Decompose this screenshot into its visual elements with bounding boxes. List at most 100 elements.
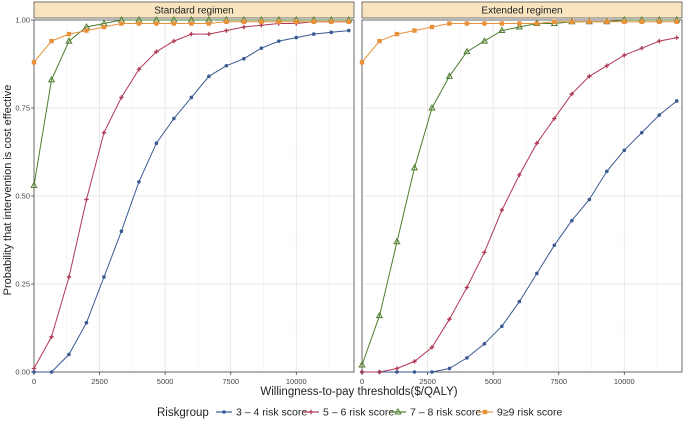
panel-title: Standard regimen xyxy=(154,6,234,17)
data-point xyxy=(241,24,247,30)
data-point xyxy=(482,250,487,255)
plot-border xyxy=(361,19,683,373)
x-tick-label: 0 xyxy=(32,377,36,386)
data-point xyxy=(66,31,72,37)
data-point xyxy=(47,75,56,83)
data-point xyxy=(515,23,524,30)
data-point xyxy=(224,63,229,68)
data-point xyxy=(587,197,592,202)
data-point xyxy=(189,31,194,37)
panel-1: Standard regimen 0 2500 5000 7500 10000 0.00 0.… xyxy=(15,1,355,386)
data-point xyxy=(84,320,89,325)
data-point xyxy=(277,39,281,43)
data-point xyxy=(377,38,382,44)
data-point xyxy=(49,370,54,374)
data-point xyxy=(241,19,247,24)
data-point xyxy=(534,21,540,26)
data-point xyxy=(605,169,609,174)
data-point xyxy=(49,38,54,44)
data-point xyxy=(84,28,89,33)
data-point xyxy=(447,21,452,26)
data-point xyxy=(570,218,574,223)
data-point xyxy=(154,141,159,145)
data-point xyxy=(552,116,557,121)
data-point xyxy=(622,53,627,58)
data-point xyxy=(49,334,54,339)
legend-label: 5 – 6 risk score xyxy=(323,407,394,419)
y-tick-label: 0.75 xyxy=(15,104,30,113)
x-tick-label: 0 xyxy=(360,377,364,386)
series-4 xyxy=(359,19,679,65)
data-point xyxy=(657,19,662,24)
data-point xyxy=(412,370,417,374)
data-point xyxy=(639,130,644,135)
x-tick-label: 2500 xyxy=(91,377,108,386)
data-point xyxy=(294,19,299,24)
data-point xyxy=(171,38,177,44)
legend: Riskgroup 3 – 4 risk score 5 – 6 risk sco… xyxy=(157,407,562,420)
x-tick-label: 7500 xyxy=(550,377,567,386)
data-point xyxy=(429,24,435,30)
x-tick-label: 10000 xyxy=(286,377,307,386)
data-point xyxy=(674,99,679,103)
data-point xyxy=(294,35,299,40)
data-point xyxy=(32,370,36,374)
data-point xyxy=(259,46,264,50)
data-point xyxy=(464,285,470,290)
data-point xyxy=(172,116,176,121)
data-point xyxy=(359,60,365,65)
y-tick-label: 0.50 xyxy=(15,192,30,201)
data-point xyxy=(639,19,644,24)
x-tick-label: 5000 xyxy=(485,377,502,386)
data-point xyxy=(587,74,592,79)
panel-2: Extended regimen 0 2500 5000 7500 10000 xyxy=(358,1,683,386)
y-tick-label: 0.00 xyxy=(15,368,30,377)
series-2 xyxy=(359,35,679,375)
data-point xyxy=(358,360,366,368)
data-point xyxy=(500,324,504,329)
data-point xyxy=(395,370,399,374)
legend-swatch-marker xyxy=(394,407,402,415)
data-point xyxy=(119,95,124,100)
y-tick-label: 1.00 xyxy=(15,16,30,25)
panel-title: Extended regimen xyxy=(481,6,562,17)
data-point xyxy=(657,113,662,117)
data-point xyxy=(499,207,505,213)
data-point xyxy=(206,31,212,37)
data-point xyxy=(552,243,557,248)
data-point xyxy=(101,24,107,30)
data-point xyxy=(84,197,89,202)
x-axis-label: Willingness-to-pay thresholds($/QALY) xyxy=(260,386,457,398)
data-point xyxy=(482,342,487,346)
data-point xyxy=(377,369,382,375)
data-point xyxy=(207,74,211,79)
legend-label: 7 – 8 risk score xyxy=(410,407,481,419)
data-point xyxy=(276,19,281,24)
data-point xyxy=(311,32,316,36)
data-point xyxy=(622,148,627,153)
data-point xyxy=(480,37,489,44)
series-1 xyxy=(32,28,351,374)
panel-strip xyxy=(33,1,355,19)
data-point xyxy=(499,21,505,26)
data-point xyxy=(464,21,470,26)
data-point xyxy=(311,19,316,24)
data-point xyxy=(101,130,107,135)
data-point xyxy=(154,49,159,54)
data-point xyxy=(534,141,540,146)
data-point xyxy=(346,19,351,24)
data-point xyxy=(119,229,124,233)
data-point xyxy=(412,28,417,33)
data-point xyxy=(189,95,194,100)
legend-swatch-marker xyxy=(482,409,488,415)
data-point xyxy=(206,21,212,26)
panels-layer: Standard regimen 0 2500 5000 7500 10000 0.00 0.… xyxy=(15,1,683,386)
series-1 xyxy=(360,99,679,374)
data-point xyxy=(393,237,401,245)
data-point xyxy=(154,21,159,26)
legend-swatch-marker xyxy=(222,410,226,414)
panel-strip xyxy=(361,1,683,19)
data-point xyxy=(136,67,142,72)
